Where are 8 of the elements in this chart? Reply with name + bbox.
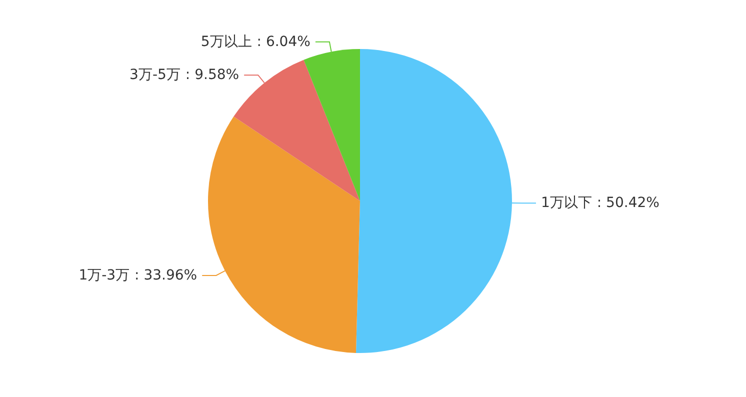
slice-label: 3万-5万: [130, 67, 180, 84]
slice-label: 1万以下: [540, 195, 592, 212]
data-label: : 33.96%: [134, 267, 198, 284]
data-label: : 50.42%: [596, 195, 660, 212]
slice-label: 5万以上: [200, 34, 252, 50]
data-label: : 9.58%: [185, 67, 240, 84]
data-label: : 6.04%: [256, 34, 310, 50]
slice-label: 1万-3万: [78, 267, 130, 284]
